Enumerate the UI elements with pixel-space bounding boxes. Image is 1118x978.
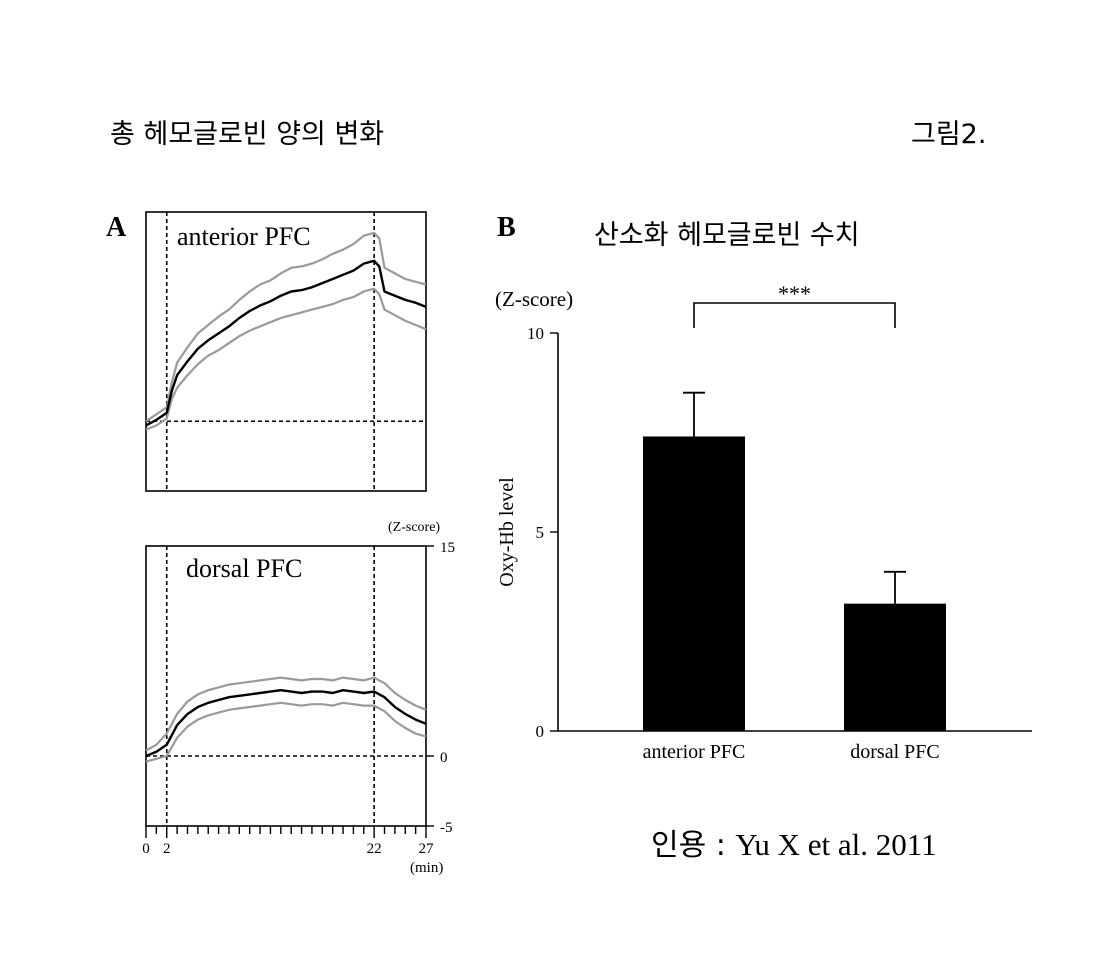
significance-label: *** [778,281,811,306]
panel-a-bottom-frame [145,545,427,827]
panel-b-title: 산소화 헤모글로빈 수치 [594,220,860,251]
sem-bound-line [145,287,427,431]
y-tick-label: 0 [536,722,545,741]
sem-bound-line [145,231,427,423]
panel-a-top-frame [145,211,427,492]
mean-series-line [145,689,427,758]
figure-label: 그림2. [911,119,987,150]
mean-series-line [145,259,427,427]
x-tick-label: dorsal PFC [850,741,939,763]
citation: 인용 : Yu X et al. 2011 [651,820,937,864]
panel-a-bottom-lines [145,546,427,826]
page-title: 총 헤모글로빈 양의 변화 [110,119,385,150]
panel-b-letter: B [497,212,516,243]
sem-bound-line [145,676,427,752]
panel-a-unit-label: (Z-score) [388,520,440,535]
panel-a-x-unit: (min) [410,860,443,876]
panel-b-unit-label: (Z-score) [495,287,573,311]
x-tick-label: 2 [163,841,171,857]
citation-source: Yu X et al. 2011 [735,827,937,862]
y-axis-label: Oxy-Hb level [496,477,518,587]
panel-a-bottom-plot: dorsal PFC (Z-score) 150-5 0 2 22 27 (min) [142,520,455,876]
citation-prefix: 인용 : [651,828,736,863]
y-tick-label: 5 [536,523,545,542]
panel-a-y-ticks: 15 0 -5 [426,540,455,836]
y-tick-label: 15 [440,540,455,556]
panel-a-top-title: anterior PFC [177,222,311,251]
y-tick-label: -5 [440,820,453,836]
panel-b-bar-chart: 0 5 10 Oxy-Hb level anterior PFC dorsal PFC **… [496,281,1032,763]
significance-bracket [693,302,896,328]
x-tick-label: 22 [367,841,382,857]
bar [643,436,745,731]
x-tick-label: 0 [142,841,150,857]
panel-a-top-lines [145,212,427,491]
y-tick-label: 10 [527,324,544,343]
x-tick-label: 27 [419,841,435,857]
panel-a-top-plot: anterior PFC [145,211,427,492]
panel-a-x-axis: 0 2 22 27 [142,826,434,857]
x-tick-label: anterior PFC [643,741,746,763]
panel-a-bottom-title: dorsal PFC [186,554,302,583]
panel-a-letter: A [106,212,127,243]
sem-bound-line [145,701,427,763]
bar [844,603,946,731]
y-tick-label: 0 [440,750,448,766]
